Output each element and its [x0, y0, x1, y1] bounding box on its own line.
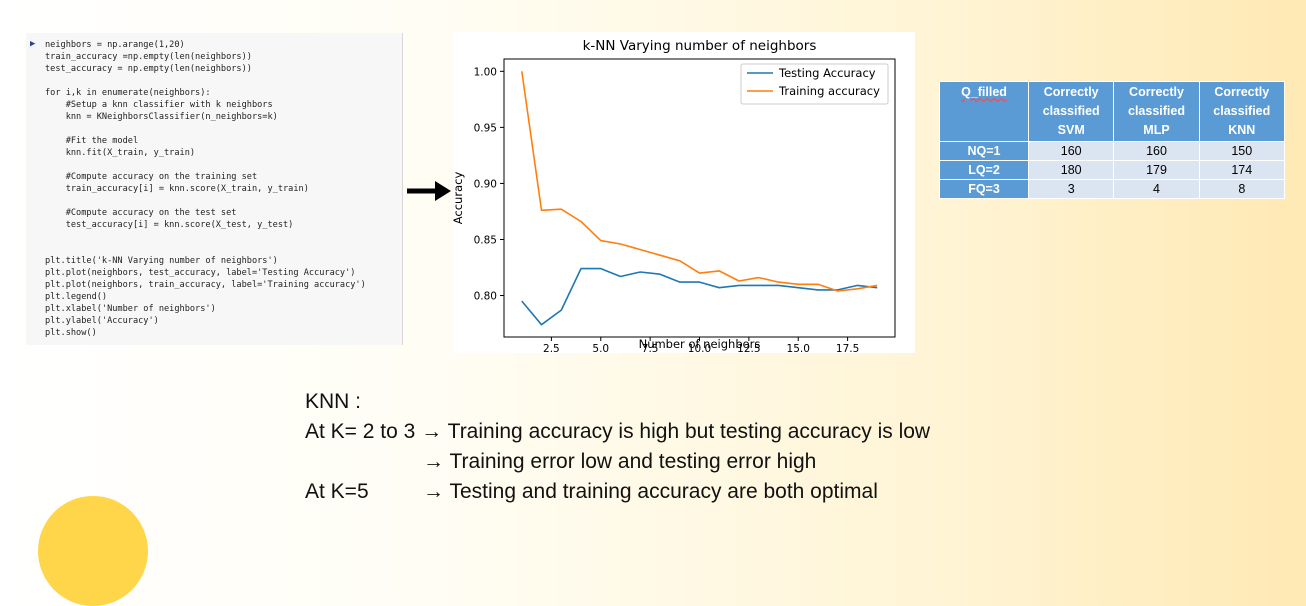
note-line-3-body: → Testing and training accuracy are both…: [423, 477, 878, 507]
x-tick-label: 2.5: [543, 343, 560, 353]
y-tick-label: 0.85: [474, 234, 497, 246]
legend-label-testing: Testing Accuracy: [778, 66, 876, 80]
note-text: Testing and training accuracy are both o…: [449, 480, 878, 503]
table-cell: 160: [1113, 141, 1200, 161]
cell-run-icon[interactable]: ▶: [30, 39, 36, 49]
code-line: plt.plot(neighbors, test_accuracy, label…: [45, 268, 356, 278]
note-condition: At K= 2 to 3: [305, 420, 416, 443]
table-row: FQ=3 3 4 8: [939, 179, 1286, 199]
x-tick-label: 7.5: [642, 343, 659, 353]
arrow-icon: →: [423, 480, 444, 503]
classification-table: Q_filled Correctly classified SVM Correc…: [939, 81, 1286, 199]
table-cell: 160: [1027, 141, 1115, 161]
chart-panel: k-NN Varying number of neighbors 2.5 5.0 7…: [451, 32, 915, 355]
x-tick-label: 12.5: [737, 343, 760, 353]
note-line-2: → Training error low and testing error h…: [423, 447, 816, 477]
y-axis-label: Accuracy: [453, 172, 465, 225]
x-tick-label: 15.0: [787, 343, 810, 353]
note-condition: At K=5: [305, 480, 369, 503]
y-tick-label: 0.90: [474, 178, 497, 190]
table-cell: 150: [1198, 141, 1286, 161]
arrow-icon: →: [423, 450, 444, 473]
header-q-filled: Q_filled: [939, 81, 1029, 142]
code-line: #Compute accuracy on the training set: [45, 172, 258, 182]
code-line: plt.ylabel('Accuracy'): [45, 316, 159, 326]
x-axis-label: Number of neighbors: [639, 337, 761, 351]
note-text: Training error low and testing error hig…: [449, 450, 817, 473]
header-mlp: Correctly classified MLP: [1113, 81, 1200, 142]
table-cell: 180: [1027, 160, 1115, 180]
series-line-1: [521, 71, 878, 292]
table-cell: 8: [1198, 179, 1286, 199]
arrow-right-icon: [407, 181, 451, 201]
code-line: plt.legend(): [45, 292, 108, 302]
table-row: NQ=1 160 160 150: [939, 141, 1286, 161]
table-cell: 179: [1113, 160, 1200, 180]
y-tick-label: 0.80: [474, 291, 497, 303]
code-line: plt.plot(neighbors, train_accuracy, labe…: [45, 280, 366, 290]
code-line: #Fit the model: [45, 136, 139, 146]
code-line: test_accuracy = np.empty(len(neighbors)): [45, 64, 252, 74]
header-knn: Correctly classified KNN: [1198, 81, 1286, 142]
code-line: train_accuracy =np.empty(len(neighbors)): [45, 52, 252, 62]
line-chart: k-NN Varying number of neighbors 2.5 5.0 7…: [451, 38, 896, 355]
decorative-circle: [38, 496, 148, 606]
code-cell: ▶ neighbors = np.arange(1,20) train_accu…: [26, 33, 403, 345]
code-line: knn = KNeighborsClassifier(n_neighbors=k…: [45, 112, 278, 122]
note-text: Training accuracy is high but testing ac…: [447, 420, 931, 443]
code-line: #Compute accuracy on the test set: [45, 208, 237, 218]
notes-title: KNN :: [305, 390, 362, 413]
code-line: for i,k in enumerate(neighbors):: [45, 88, 211, 98]
chart-title: k-NN Varying number of neighbors: [583, 38, 817, 54]
y-tick-label: 0.95: [474, 122, 497, 134]
x-tick-label: 17.5: [836, 343, 859, 353]
y-tick-label: 1.00: [474, 66, 497, 78]
code-line: knn.fit(X_train, y_train): [45, 148, 196, 158]
code-line: #Setup a knn classifier with k neighbors: [45, 100, 273, 110]
series-line-0: [521, 267, 878, 326]
x-tick-label: 10.0: [688, 343, 711, 353]
header-svm: Correctly classified SVM: [1027, 81, 1115, 142]
code-line: plt.title('k-NN Varying number of neighb…: [45, 256, 278, 266]
table-cell: 174: [1198, 160, 1286, 180]
row-label: NQ=1: [939, 141, 1029, 161]
code-line: neighbors = np.arange(1,20): [45, 40, 185, 50]
table-row: LQ=2 180 179 174: [939, 160, 1286, 180]
legend-label-training: Training accuracy: [778, 84, 880, 98]
note-line-1: At K= 2 to 3 → Training accuracy is high…: [305, 417, 930, 447]
code-line: test_accuracy[i] = knn.score(X_test, y_t…: [45, 220, 294, 230]
code-line: plt.show(): [45, 328, 97, 338]
note-line-3: At K=5: [305, 477, 369, 507]
arrow-icon: →: [421, 420, 443, 443]
table-cell: 3: [1027, 179, 1115, 199]
code-line: plt.xlabel('Number of neighbors'): [45, 304, 216, 314]
x-tick-label: 5.0: [592, 343, 609, 353]
code-line: train_accuracy[i] = knn.score(X_train, y…: [45, 184, 309, 194]
table-header-row: Q_filled Correctly classified SVM Correc…: [939, 81, 1286, 142]
legend: Testing Accuracy Training accuracy: [740, 63, 889, 105]
row-label: LQ=2: [939, 160, 1029, 180]
code-block: neighbors = np.arange(1,20) train_accura…: [45, 39, 366, 339]
table-cell: 4: [1113, 179, 1200, 199]
row-label: FQ=3: [939, 179, 1029, 199]
